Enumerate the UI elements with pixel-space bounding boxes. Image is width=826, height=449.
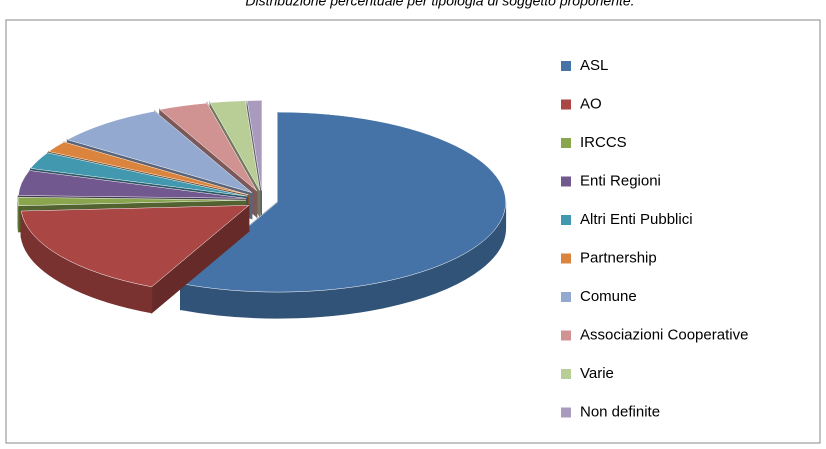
- legend-swatch: [561, 138, 571, 148]
- legend-swatch: [561, 331, 571, 341]
- legend-label: Varie: [580, 365, 614, 382]
- legend-swatch: [561, 254, 571, 264]
- legend-swatch: [561, 177, 571, 187]
- legend-label: IRCCS: [580, 134, 627, 151]
- legend-swatch: [561, 292, 571, 302]
- legend-swatch: [561, 408, 571, 418]
- legend-label: Comune: [580, 288, 637, 305]
- legend-swatch: [561, 100, 571, 110]
- legend-label: Non definite: [580, 403, 660, 420]
- legend-label: AO: [580, 95, 602, 112]
- legend-label: Associazioni Cooperative: [580, 326, 748, 343]
- legend-swatch: [561, 61, 571, 71]
- legend-swatch: [561, 369, 571, 379]
- legend-swatch: [561, 215, 571, 225]
- legend-label: ASL: [580, 57, 608, 74]
- legend-label: Enti Regioni: [580, 172, 661, 189]
- chart-title: Distribuzione percentuale per tipologia …: [245, 0, 634, 9]
- legend-label: Partnership: [580, 249, 657, 266]
- legend-label: Altri Enti Pubblici: [580, 211, 693, 228]
